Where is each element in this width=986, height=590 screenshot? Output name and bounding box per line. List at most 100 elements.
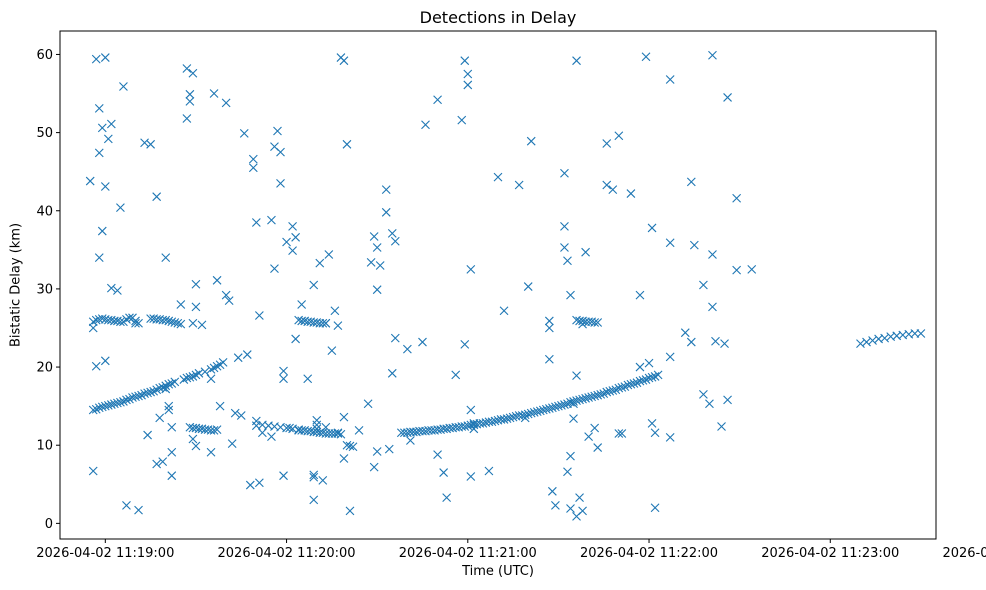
data-point <box>587 392 597 402</box>
data-point <box>134 318 143 328</box>
data-point <box>544 323 554 333</box>
data-point <box>242 350 252 359</box>
data-point <box>128 393 137 402</box>
data-point <box>327 346 337 356</box>
data-point <box>270 264 279 273</box>
data-point <box>185 89 195 99</box>
data-point <box>457 115 467 125</box>
data-point <box>402 344 412 354</box>
data-point <box>116 203 125 213</box>
data-point <box>593 390 603 400</box>
data-point <box>227 439 237 449</box>
data-point <box>233 353 243 363</box>
data-point <box>708 250 717 259</box>
data-point <box>526 136 536 146</box>
data-point <box>665 238 675 248</box>
data-point <box>251 218 261 227</box>
data-point <box>463 69 473 79</box>
data-point <box>176 319 186 329</box>
data-point <box>303 374 313 384</box>
data-point <box>566 451 575 461</box>
data-point <box>97 123 107 133</box>
data-point <box>134 391 143 401</box>
data-point <box>439 468 449 477</box>
data-point <box>285 423 294 433</box>
data-point <box>140 138 149 148</box>
data-point <box>267 215 276 225</box>
data-point <box>167 317 177 327</box>
y-tick-label: 20 <box>36 361 53 376</box>
data-point <box>868 336 877 345</box>
data-point <box>372 447 382 456</box>
data-point <box>602 139 612 148</box>
data-point <box>626 379 636 389</box>
data-point <box>590 423 600 433</box>
data-point <box>288 221 297 231</box>
data-point <box>251 421 261 431</box>
data-point <box>113 286 122 295</box>
data-point <box>182 114 192 123</box>
data-point <box>856 339 865 349</box>
data-point <box>167 471 177 481</box>
data-point <box>487 417 497 427</box>
data-point <box>463 80 473 90</box>
y-tick-label: 30 <box>36 282 53 297</box>
data-point <box>466 405 476 415</box>
data-point <box>185 372 195 382</box>
data-point <box>116 317 125 327</box>
data-point <box>152 192 162 202</box>
data-point <box>493 172 503 182</box>
data-point <box>566 290 575 300</box>
data-point <box>103 134 113 144</box>
data-point <box>466 264 476 274</box>
data-point <box>152 385 162 395</box>
data-point <box>164 401 174 411</box>
data-point <box>191 279 201 289</box>
data-point <box>161 253 171 263</box>
data-point <box>554 401 563 411</box>
data-point <box>194 368 204 378</box>
data-point <box>665 75 675 84</box>
data-point <box>711 336 720 346</box>
data-point <box>363 399 373 409</box>
data-point <box>146 139 156 149</box>
data-point <box>236 411 246 420</box>
data-point <box>339 454 349 463</box>
data-point <box>88 405 98 415</box>
data-point <box>182 64 192 73</box>
data-point <box>916 329 926 338</box>
data-point <box>312 420 322 430</box>
data-point <box>94 148 104 158</box>
data-point <box>421 120 430 130</box>
data-point <box>146 387 156 397</box>
data-point <box>100 356 110 366</box>
data-point <box>279 374 288 384</box>
data-point <box>333 429 343 438</box>
data-point <box>560 168 569 178</box>
data-point <box>469 418 479 428</box>
data-point <box>623 380 633 390</box>
data-point <box>372 243 382 252</box>
data-point <box>466 472 476 481</box>
data-point <box>608 386 618 395</box>
data-point <box>97 314 107 323</box>
data-point <box>224 296 234 306</box>
data-point <box>617 429 627 438</box>
data-point <box>369 462 379 472</box>
data-point <box>499 306 509 316</box>
data-point <box>689 240 699 250</box>
data-point <box>547 486 557 496</box>
data-point <box>705 399 714 409</box>
data-point <box>212 275 222 285</box>
data-point <box>245 480 255 490</box>
data-point <box>541 404 551 414</box>
data-point <box>723 93 732 102</box>
data-point <box>862 337 871 347</box>
data-point <box>191 441 201 451</box>
data-point <box>650 428 660 438</box>
data-point <box>418 337 427 347</box>
data-point <box>248 163 258 173</box>
data-point <box>584 432 594 442</box>
data-point <box>276 147 285 157</box>
